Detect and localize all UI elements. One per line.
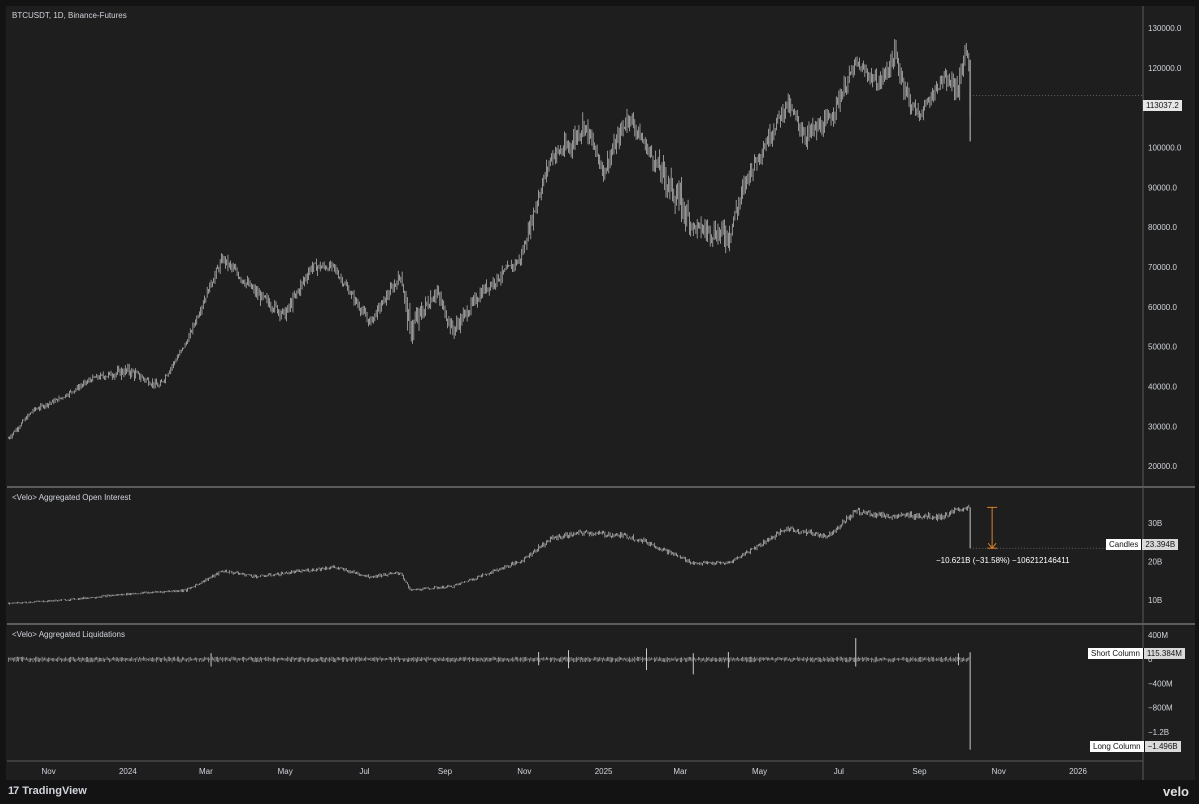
liq-tick-label: 0 [1148, 655, 1153, 664]
chart-area[interactable] [6, 6, 1195, 780]
price-tick-label: 120000.0 [1148, 64, 1182, 73]
liq-tick-label: −800M [1148, 704, 1173, 713]
liquidations-panel [7, 638, 971, 750]
time-tick-label: 2025 [595, 767, 613, 776]
price-tick-label: 50000.0 [1148, 343, 1177, 352]
time-tick-label: Nov [41, 767, 55, 776]
short-column-value: 115.384M [1142, 648, 1185, 659]
price-tick-label: 60000.0 [1148, 303, 1177, 312]
price-panel-title: BTCUSDT, 1D, Binance-Futures [12, 11, 127, 20]
oi-tick-label: 20B [1148, 557, 1162, 566]
time-tick-label: 2026 [1069, 767, 1087, 776]
footer [0, 780, 1199, 804]
oi-candles-tag: Candles 23.394B [1106, 539, 1179, 550]
open-interest-panel [7, 504, 1143, 605]
time-tick-label: Jul [834, 767, 844, 776]
measure-arrow-icon [987, 542, 997, 550]
last-price-tag: 113037.2 [1143, 100, 1182, 111]
liq-tick-label: 400M [1148, 631, 1168, 640]
time-tick-label: Jul [359, 767, 369, 776]
oi-measure-readout: −10.621B (−31.58%) −106212146411 [936, 556, 1070, 565]
oi-panel-title: <Velo> Aggregated Open Interest [12, 493, 131, 502]
time-tick-label: May [752, 767, 767, 776]
price-tick-label: 30000.0 [1148, 422, 1177, 431]
long-column-tag: Long Column −1.496B [1090, 741, 1181, 752]
time-tick-label: Nov [992, 767, 1006, 776]
oi-candles-label: Candles [1106, 539, 1142, 550]
liq-panel-title: <Velo> Aggregated Liquidations [12, 630, 125, 639]
price-tick-label: 130000.0 [1148, 24, 1182, 33]
time-tick-label: 2024 [119, 767, 137, 776]
oi-tick-label: 10B [1148, 596, 1162, 605]
velo-watermark: velo [1162, 784, 1189, 799]
time-tick-label: Sep [912, 767, 927, 776]
time-tick-label: Mar [199, 767, 213, 776]
price-tick-label: 40000.0 [1148, 382, 1177, 391]
tradingview-mark-icon: 17 [8, 785, 19, 797]
oi-tick-label: 30B [1148, 519, 1162, 528]
tradingview-logo[interactable]: 17 TradingView [8, 785, 87, 797]
short-column-label: Short Column [1088, 648, 1143, 659]
price-tick-label: 80000.0 [1148, 223, 1177, 232]
price-tick-label: 70000.0 [1148, 263, 1177, 272]
tradingview-brand: TradingView [22, 785, 87, 797]
liq-tick-label: −400M [1148, 679, 1173, 688]
time-tick-label: Mar [673, 767, 687, 776]
axes: 20000.0 30000.0 40000.0 50000.0 60000.0 70000… [7, 6, 1195, 780]
price-tick-label: 100000.0 [1148, 143, 1182, 152]
short-column-tag: Short Column 115.384M [1088, 648, 1185, 659]
time-tick-label: May [278, 767, 293, 776]
oi-candles-value: 23.394B [1141, 539, 1179, 550]
time-tick-label: Sep [438, 767, 453, 776]
liq-tick-label: −1.2B [1148, 728, 1169, 737]
time-tick-label: Nov [517, 767, 531, 776]
long-column-value: −1.496B [1143, 741, 1181, 752]
price-tick-label: 90000.0 [1148, 183, 1177, 192]
long-column-label: Long Column [1090, 741, 1144, 752]
price-panel [7, 39, 1143, 440]
price-tick-label: 20000.0 [1148, 462, 1177, 471]
